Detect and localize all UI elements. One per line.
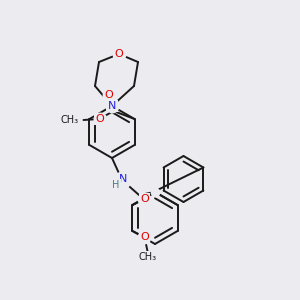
Text: N: N <box>108 101 116 111</box>
Text: O: O <box>95 114 104 124</box>
Text: N: N <box>119 174 127 184</box>
Text: O: O <box>115 49 123 59</box>
Text: O: O <box>140 194 149 204</box>
Text: CH₃: CH₃ <box>138 252 157 262</box>
Text: O: O <box>104 90 113 100</box>
Text: CH₃: CH₃ <box>60 115 79 125</box>
Text: H: H <box>112 180 120 190</box>
Text: O: O <box>140 232 149 242</box>
